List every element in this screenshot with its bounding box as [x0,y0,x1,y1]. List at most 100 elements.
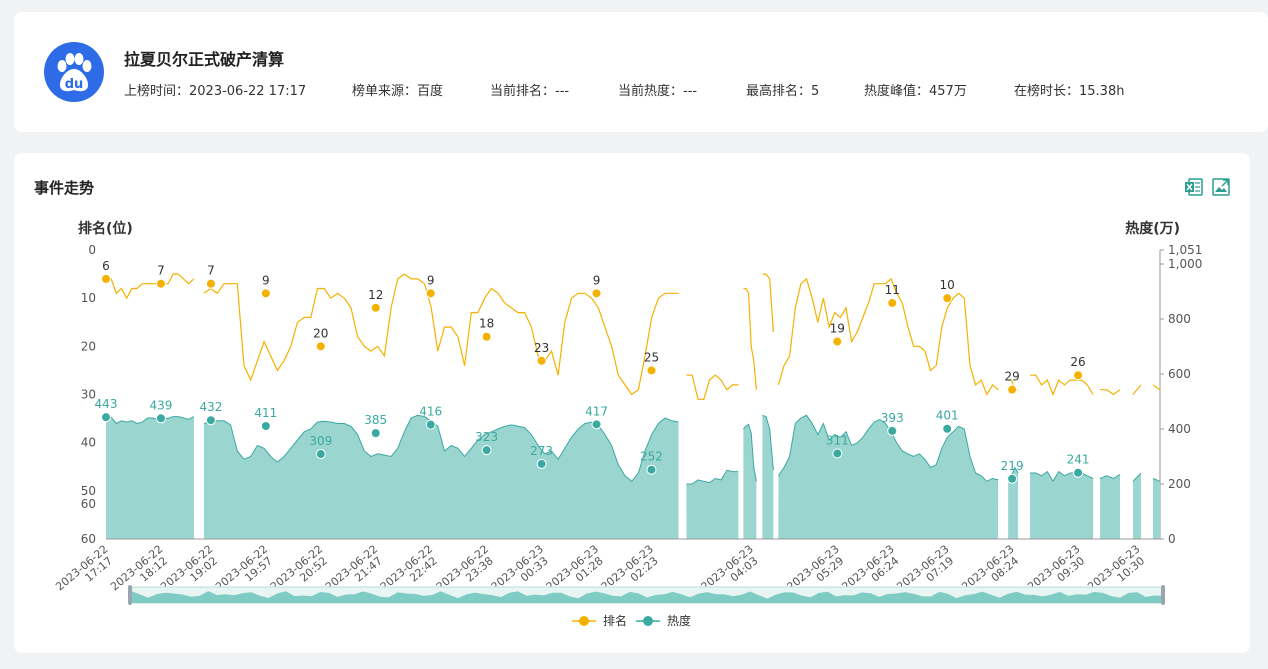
list-source: 榜单来源：百度 [352,84,444,99]
heat-point [942,423,953,434]
heat-area [1100,474,1121,539]
heat-data-label: 416 [419,405,442,419]
zoom-slider-handle-left[interactable] [128,585,132,605]
rank-line [743,287,757,390]
heat-area [1153,478,1160,539]
on-list-time: 上榜时间：2023-06-22 17:17 [124,84,307,99]
legend-rank-label: 排名 [603,613,627,628]
heat-point [887,425,898,436]
rank-point [1073,370,1084,381]
rank-line [1100,389,1121,396]
rank-point [425,288,436,299]
heat-point [1007,473,1018,484]
right-axis-tick-label: 1,000 [1168,257,1202,271]
right-axis-title: 热度(万) [1125,220,1180,237]
rank-data-label: 25 [644,350,659,364]
legend-heat-marker [643,616,653,626]
left-axis-tick-label: 30 [81,388,96,402]
left-axis-tick-label: 60 [81,532,96,546]
heat-data-label: 323 [475,430,498,444]
heat-area [203,415,679,539]
on-list-duration: 在榜时长：15.38h [1014,84,1125,99]
heat-line [1099,473,1121,480]
heat-data-label: 385 [364,413,387,427]
heat-point [1073,467,1084,478]
rank-point [155,278,166,289]
rank-point [481,331,492,342]
rank-point [646,365,657,376]
baidu-logo-icon: du [44,42,104,102]
rank-data-label: 7 [207,264,215,278]
image-export-icon[interactable] [1211,177,1231,197]
right-axis-tick-label: 0 [1168,532,1176,546]
legend-heat-label: 热度 [667,613,691,628]
rank-point [101,273,111,284]
current-heat: 当前热度：--- [618,84,698,99]
heat-point [205,415,216,426]
heat-area [1008,467,1019,539]
rank-point [832,336,843,347]
heat-line [777,414,999,482]
heat-line [1152,478,1161,482]
heat-point [646,464,657,475]
rank-data-label: 26 [1070,355,1085,369]
rank-data-label: 11 [885,283,900,297]
event-title: 拉夏贝尔正式破产清算 [124,50,285,69]
heat-data-label: 393 [881,411,904,425]
heat-peak: 热度峰值：457万 [864,84,967,99]
heat-data-label: 411 [254,406,277,420]
current-rank: 当前排名：--- [490,84,570,99]
right-axis-tick-label: 800 [1168,312,1191,326]
rank-point [315,341,326,352]
excel-export-icon[interactable] [1184,177,1204,197]
heat-data-label: 401 [936,409,959,423]
rank-point [887,297,898,308]
heat-point [315,449,326,460]
rank-point [536,355,547,366]
heat-data-label: 443 [95,397,118,411]
heat-point [591,419,602,430]
zoom-slider-preview [131,591,1163,603]
rank-line [777,277,999,396]
heat-point [425,419,436,430]
left-axis-tick-label: 50 [81,484,96,498]
heat-point [832,448,843,459]
svg-text:du: du [65,77,84,92]
rank-data-label: 9 [427,273,435,287]
rank-point [942,293,953,304]
rank-line [762,273,774,332]
rank-point [370,302,381,313]
right-axis-tick-label: 400 [1168,422,1191,436]
heat-point [481,445,492,456]
right-axis-tick-label: 200 [1168,477,1191,491]
heat-point [370,428,381,439]
rank-data-label: 10 [940,278,955,292]
heat-area [686,470,739,539]
heat-point [260,420,271,431]
rank-point [1007,384,1018,395]
right-axis-tick-label: 600 [1168,367,1191,381]
rank-point [591,288,602,299]
left-axis-tick-label: 10 [81,291,96,305]
highest-rank: 最高排名：5 [746,84,820,99]
rank-data-label: 29 [1004,370,1019,384]
heat-area [743,424,757,539]
heat-data-label: 439 [149,398,172,412]
heat-data-label: 417 [585,404,608,418]
heat-data-label: 219 [1001,459,1024,473]
heat-area [1133,473,1142,539]
rank-data-label: 19 [830,322,845,336]
trend-chart-card: 事件走势 排名(位) 热度(万) 0 10 20 30 40 50 60 60 0 200 400 600… [14,153,1250,653]
rank-point [260,288,271,299]
heat-point [536,458,547,469]
heat-data-label: 309 [309,434,332,448]
left-axis-title: 排名(位) [78,220,133,237]
rank-line [1152,384,1161,391]
rank-data-label: 9 [262,273,270,287]
zoom-slider-handle-right[interactable] [1161,585,1165,605]
heat-data-label: 311 [826,433,849,447]
right-axis-tick-label: 1,051 [1168,243,1202,257]
rank-data-label: 23 [534,341,549,355]
heat-point [101,412,111,423]
